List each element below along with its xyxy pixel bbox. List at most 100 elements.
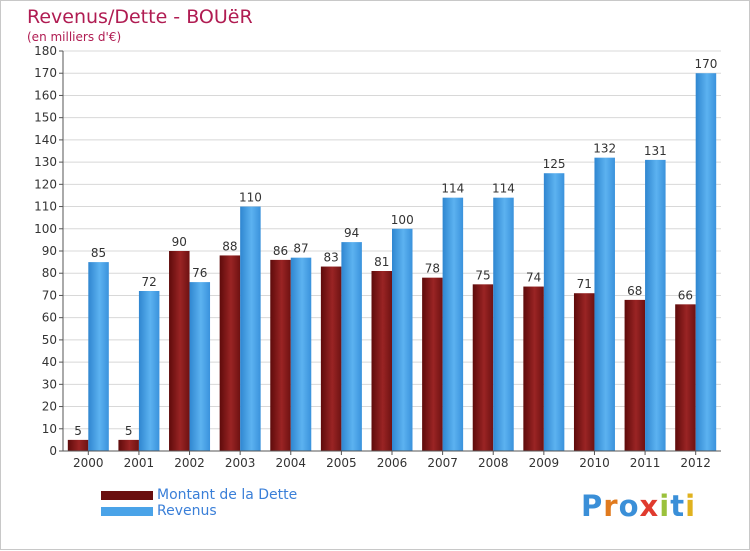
data-label-debt-2007: 78 [425,262,440,276]
legend-label-debt: Montant de la Dette [157,487,298,503]
data-label-debt-2012: 66 [678,288,693,302]
data-label-revenus-2007: 114 [441,182,464,196]
data-label-revenus-2008: 114 [492,182,515,196]
bar-revenus-2009 [543,173,565,451]
bar-debt-2000 [67,439,89,451]
data-label-revenus-2006: 100 [391,213,414,227]
x-tick-label-2000: 2000 [73,456,104,470]
y-tick-label-10: 10 [42,422,57,436]
bar-revenus-2007 [442,197,464,451]
data-label-debt-2006: 81 [374,255,389,269]
x-tick-label-2004: 2004 [275,456,306,470]
bar-revenus-2001 [138,291,160,451]
data-label-debt-2008: 75 [475,268,490,282]
data-label-revenus-2005: 94 [344,226,359,240]
logo-letter: i [685,489,697,523]
data-label-revenus-2010: 132 [593,142,616,156]
y-tick-label-40: 40 [42,355,57,369]
bar-debt-2003 [219,255,241,451]
x-tick-label-2012: 2012 [680,456,711,470]
y-tick-label-120: 120 [34,177,57,191]
bar-revenus-2008 [493,197,514,451]
bar-debt-2008 [472,284,494,451]
bar-debt-2002 [169,251,190,451]
data-label-revenus-2012: 170 [694,57,717,71]
y-tick-label-130: 130 [34,155,57,169]
axis-layer: 0 10 20 30 40 50 60 70 80 90 100 110 120 130 140 150 160… [34,44,721,470]
legend-item-revenus: Revenus [101,503,297,519]
chart-subtitle: (en milliers d'€) [27,30,122,44]
y-tick-label-180: 180 [34,44,57,58]
y-tick-label-60: 60 [42,311,57,325]
x-tick-label-2009: 2009 [529,456,560,470]
bar-revenus-2006 [392,228,413,451]
data-label-revenus-2004: 87 [293,242,308,256]
data-label-debt-2002: 90 [172,235,187,249]
bar-revenus-2003 [240,206,261,451]
y-tick-label-170: 170 [34,66,57,80]
data-label-revenus-2011: 131 [644,144,667,158]
labels-layer: 5 85 5 72 90 76 88 110 86 87 83 94 81 100 78 114 75 114 74… [74,57,717,438]
bar-debt-2001 [118,439,139,451]
bar-debt-2010 [573,293,595,451]
y-tick-label-140: 140 [34,133,57,147]
legend-label-revenus: Revenus [157,503,217,519]
x-tick-label-2008: 2008 [478,456,509,470]
data-label-revenus-2000: 85 [91,246,106,260]
legend-item-debt: Montant de la Dette [101,487,297,503]
bar-debt-2004 [270,259,291,451]
x-tick-label-2005: 2005 [326,456,357,470]
logo-letter: i [659,489,671,523]
bar-revenus-2012 [695,73,717,451]
y-tick-label-100: 100 [34,222,57,236]
legend-swatch-debt [101,490,153,500]
bar-debt-2012 [675,304,696,451]
bar-debt-2006 [371,271,392,451]
y-tick-label-70: 70 [42,288,57,302]
y-tick-label-150: 150 [34,111,57,125]
y-tick-label-90: 90 [42,244,57,258]
data-label-debt-2010: 71 [577,277,592,291]
x-tick-label-2007: 2007 [427,456,458,470]
x-tick-label-2003: 2003 [225,456,256,470]
x-tick-label-2006: 2006 [377,456,408,470]
chart-title: Revenus/Dette - BOUëR [27,6,253,28]
x-tick-label-2011: 2011 [630,456,661,470]
bar-debt-2009 [523,286,544,451]
y-tick-label-80: 80 [42,266,57,280]
bar-revenus-2000 [88,262,109,451]
y-tick-label-0: 0 [49,444,57,458]
data-label-revenus-2003: 110 [239,191,262,205]
data-label-debt-2005: 83 [323,251,338,265]
bar-revenus-2005 [341,242,362,451]
data-label-revenus-2002: 76 [192,266,207,280]
logo-letter: t [670,489,686,523]
bar-revenus-2011 [645,159,666,451]
y-tick-label-20: 20 [42,400,57,414]
bar-debt-2011 [624,299,646,451]
x-tick-label-2010: 2010 [579,456,610,470]
x-tick-label-2002: 2002 [174,456,205,470]
y-tick-label-50: 50 [42,333,57,347]
data-label-debt-2003: 88 [222,239,237,253]
legend-swatch-revenus [101,506,153,516]
data-label-debt-2001: 5 [125,424,133,438]
bars-layer [67,73,717,451]
bar-revenus-2004 [290,257,312,451]
y-tick-label-110: 110 [34,200,57,214]
bar-debt-2005 [320,266,342,451]
bar-revenus-2010 [594,157,615,451]
y-tick-label-160: 160 [34,88,57,102]
data-label-debt-2000: 5 [74,424,82,438]
logo-letter: r [603,489,619,523]
bar-revenus-2002 [189,282,211,451]
logo-letter: o [618,489,640,523]
x-tick-label-2001: 2001 [124,456,155,470]
data-label-revenus-2009: 125 [543,157,566,171]
data-label-revenus-2001: 72 [142,275,157,289]
bar-debt-2007 [422,277,443,451]
data-label-debt-2011: 68 [627,284,642,298]
logo-letter: P [581,489,604,523]
